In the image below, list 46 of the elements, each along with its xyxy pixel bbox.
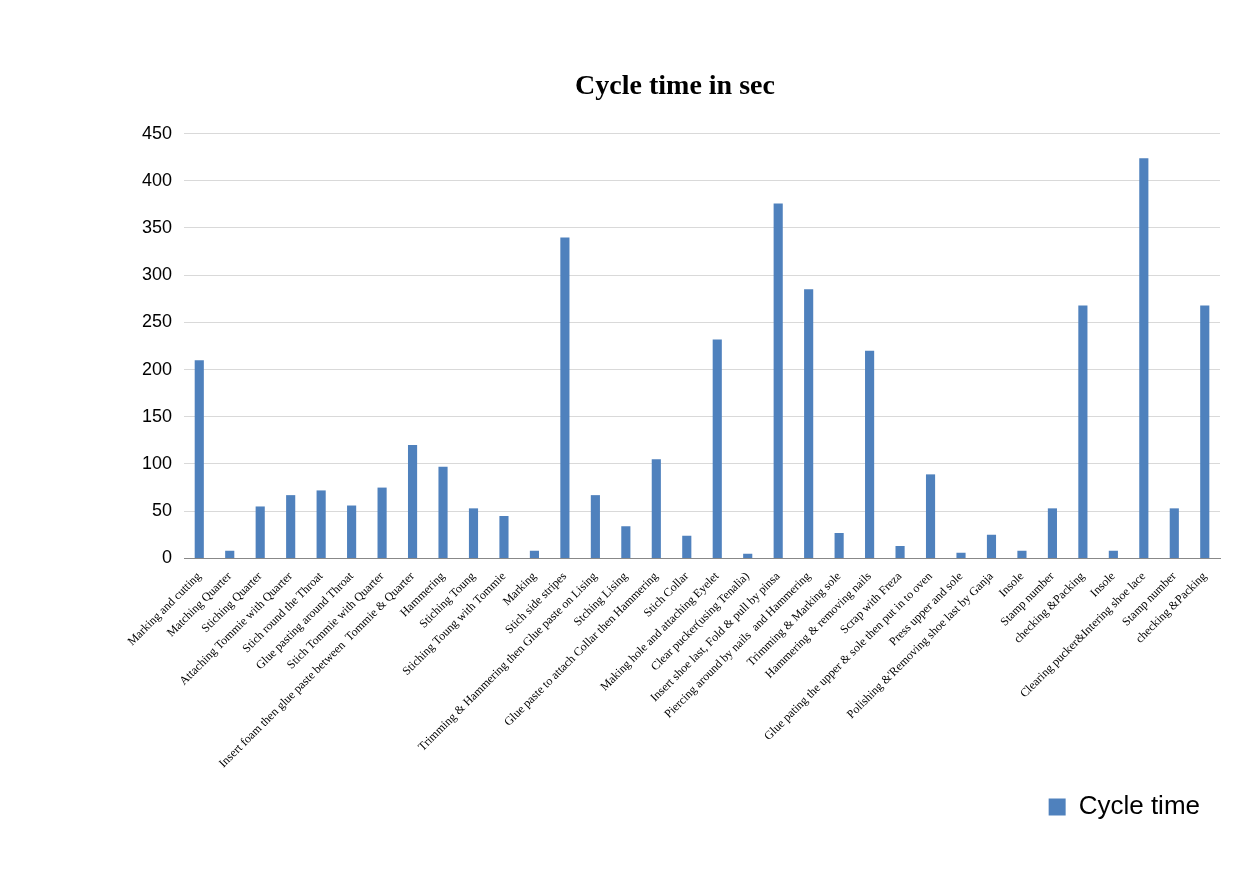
y-tick-label: 200 — [141, 358, 173, 379]
bar — [1200, 305, 1210, 558]
bar — [590, 495, 600, 558]
bar — [743, 553, 753, 558]
bar — [316, 490, 326, 558]
bar — [468, 508, 479, 558]
bar — [194, 360, 204, 558]
bar — [834, 532, 844, 558]
bar — [895, 546, 905, 558]
bar — [1017, 550, 1027, 558]
bar — [925, 474, 936, 558]
bar — [712, 339, 722, 558]
bar — [1047, 508, 1057, 558]
bar — [804, 289, 814, 558]
bar — [286, 495, 296, 558]
bar — [438, 466, 448, 558]
bar — [225, 550, 235, 558]
y-tick-label: 0 — [162, 547, 173, 568]
y-tick-label: 150 — [141, 405, 173, 426]
bar — [377, 487, 387, 558]
bar — [499, 515, 509, 558]
bar — [1108, 550, 1118, 558]
bar — [621, 526, 631, 558]
y-tick-label: 350 — [141, 216, 173, 237]
bar — [986, 534, 997, 558]
bar — [865, 350, 875, 558]
bar — [255, 506, 265, 558]
legend-label: Cycle time — [1078, 790, 1200, 821]
bar — [682, 535, 692, 558]
bar — [651, 459, 661, 558]
bar — [1078, 305, 1088, 558]
y-tick-label: 250 — [141, 311, 173, 332]
bar — [956, 552, 966, 558]
bar — [560, 237, 570, 558]
y-tick-label: 450 — [141, 122, 173, 143]
bar — [1139, 158, 1149, 558]
bar — [773, 203, 783, 558]
y-tick-label: 100 — [141, 452, 173, 473]
bar — [1169, 508, 1179, 558]
bar — [529, 550, 539, 558]
y-tick-label: 400 — [141, 169, 173, 190]
bar — [347, 505, 357, 558]
y-tick-label: 50 — [152, 500, 173, 521]
y-tick-label: 300 — [141, 264, 173, 285]
chart-title: Cycle time in sec — [575, 69, 775, 101]
bar — [407, 445, 418, 558]
